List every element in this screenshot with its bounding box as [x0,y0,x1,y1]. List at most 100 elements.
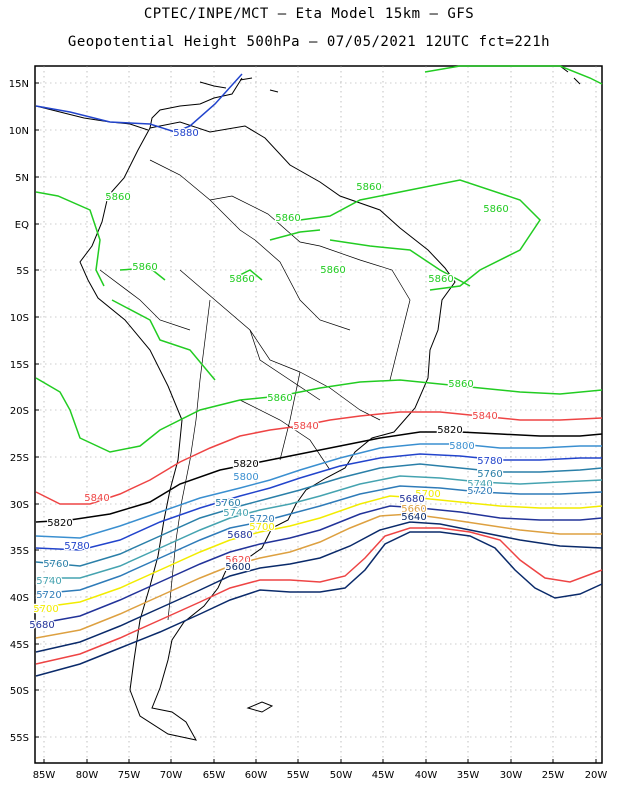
longitude-label: 85W [33,770,56,781]
contour-5660 [35,513,602,639]
contour-5680 [35,505,603,625]
latitude-label: 5S [16,266,29,277]
contour-label-5720: 5720 [36,590,61,601]
contour-5760 [35,463,603,567]
contour-label-5760: 5760 [43,559,68,570]
latitude-label: 5N [15,173,29,184]
latitude-label: 40S [10,593,29,604]
contour-5880 [35,73,243,133]
contour-label-5800: 5800 [449,441,474,452]
central-america-coastline [35,77,243,131]
contour-label-5860: 5860 [483,204,508,215]
contour-label-5680: 5680 [227,530,252,541]
contour-label-5680: 5680 [29,620,54,631]
contour-label-5800: 5800 [233,472,258,483]
contour-label-5660: 5660 [401,504,426,515]
longitude-label: 35W [457,770,480,781]
longitude-label: 40W [415,770,438,781]
latitude-label: 55S [10,733,29,744]
contour-5860-south [35,377,603,453]
longitude-label: 65W [203,770,226,781]
latitude-label: 10S [10,313,29,324]
contour-label-5820: 5820 [47,518,72,529]
contour-label-5760: 5760 [477,469,502,480]
contour-5800 [35,443,602,539]
latitude-label: EQ [15,220,29,231]
contour-label-5880: 5880 [173,128,198,139]
falkland-islands [246,701,274,713]
contour-5720 [35,485,603,595]
contour-5860-inland [111,229,321,381]
contour-5640 [35,521,603,653]
longitude-label: 55W [287,770,310,781]
contour-label-5700: 5700 [415,489,440,500]
contour-label-5860: 5860 [275,213,300,224]
contour-label-5840: 5840 [84,493,109,504]
longitude-label: 20W [585,770,608,781]
contour-label-5860: 5860 [267,393,292,404]
map-title-line-1: CPTEC/INPE/MCT – Eta Model 15km – GFS [143,6,475,22]
latitude-label: 50S [10,686,29,697]
longitude-label: 30W [500,770,523,781]
contour-label-5680: 5680 [399,494,424,505]
contour-label-5820: 5820 [437,425,462,436]
contour-label-5600: 5600 [225,562,250,573]
contour-label-5740: 5740 [223,508,248,519]
contour-label-5860: 5860 [448,379,473,390]
contour-label-5740: 5740 [36,576,61,587]
contour-labels: 5880 5860 5860 5860 5860 5860 5860 5860 5860 5860… [28,127,510,633]
longitude-label: 60W [245,770,268,781]
longitude-label: 70W [160,770,183,781]
geopotential-contours [35,65,603,677]
contour-5840-south [35,411,603,505]
latitude-labels: 15N 10N 5N EQ 5S 10S 15S 20S 25S 30S 35S 40S 45S 50S 5… [9,79,39,744]
longitude-label: 80W [76,770,99,781]
contour-5600 [35,531,603,677]
contour-label-5780: 5780 [64,541,89,552]
contour-label-5860: 5860 [356,182,381,193]
contour-5620 [35,527,603,665]
latitude-label: 45S [10,640,29,651]
latitude-label: 15N [9,79,29,90]
longitude-label: 75W [118,770,141,781]
contour-label-5860: 5860 [229,274,254,285]
contour-label-5860: 5860 [428,274,453,285]
contour-5740 [36,475,603,579]
contour-label-5840: 5840 [472,411,497,422]
contour-5860-north [424,65,603,85]
contour-label-5700: 5700 [33,604,58,615]
contour-label-5820: 5820 [233,459,258,470]
country-borders [99,159,411,621]
contour-label-5700: 5700 [249,522,274,533]
longitude-label: 45W [372,770,395,781]
contour-5860-equatorial [35,179,541,291]
latitude-label: 10N [9,126,29,137]
contour-label-5620: 5620 [225,555,250,566]
contour-label-5760: 5760 [215,498,240,509]
contour-label-5740: 5740 [467,479,492,490]
contour-label-5860: 5860 [320,265,345,276]
latitude-label: 30S [10,500,29,511]
contour-5700 [35,495,603,609]
caribbean-islands [199,65,581,93]
contour-label-5640: 5640 [401,512,426,523]
contour-label-5840: 5840 [293,421,318,432]
longitude-label: 25W [542,770,565,781]
map-frame [34,65,603,764]
latitude-label: 15S [10,360,29,371]
longitude-labels: 85W 80W 75W 70W 65W 60W 55W 50W 45W 40W 35W 30W 25W 2… [33,759,608,781]
contour-label-5720: 5720 [467,486,492,497]
contour-label-5860: 5860 [105,192,130,203]
map-title-line-2: Geopotential Height 500hPa – 07/05/2021 … [67,34,551,50]
coastlines [35,65,581,741]
south-america-coastline [79,121,456,741]
contour-5780 [35,453,602,551]
contour-label-5860: 5860 [132,262,157,273]
contour-label-5720: 5720 [249,514,274,525]
latitude-label: 20S [10,406,29,417]
contour-5820 [35,431,603,523]
longitude-label: 50W [330,770,353,781]
latitude-label: 25S [10,453,29,464]
contour-label-5780: 5780 [477,456,502,467]
